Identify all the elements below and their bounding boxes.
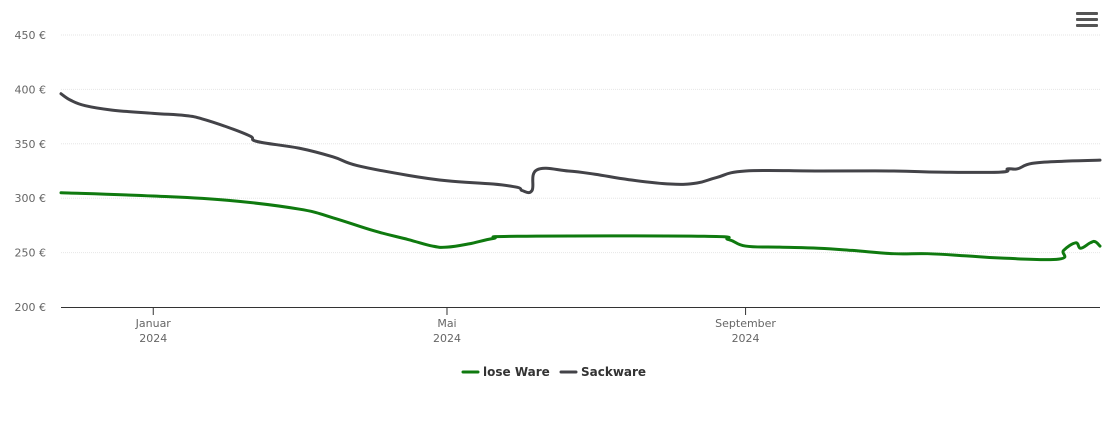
- grid-lines: [61, 34, 1100, 254]
- y-tick-label: 250 €: [15, 247, 47, 260]
- x-tick-label: Mai: [437, 317, 456, 330]
- x-tick-sublabel: 2024: [139, 332, 167, 345]
- legend-item-lose-ware[interactable]: lose Ware: [461, 365, 550, 379]
- x-tick-sublabel: 2024: [732, 332, 760, 345]
- series-line-lose-ware[interactable]: [59, 191, 1102, 262]
- x-tick-sublabel: 2024: [433, 332, 461, 345]
- series-line-sackware[interactable]: [59, 92, 1102, 195]
- series-lines: [59, 92, 1102, 262]
- y-tick-label: 300 €: [15, 192, 47, 205]
- y-axis: 200 € 250 € 300 € 350 € 400 € 450 €: [15, 29, 47, 314]
- legend-label: lose Ware: [483, 365, 550, 379]
- y-tick-label: 200 €: [15, 301, 47, 314]
- legend: lose Ware Sackware: [461, 365, 646, 379]
- y-tick-label: 400 €: [15, 83, 47, 96]
- legend-item-sackware[interactable]: Sackware: [559, 365, 646, 379]
- y-tick-label: 450 €: [15, 29, 47, 42]
- x-axis: Januar 2024 Mai 2024 September 2024: [61, 307, 1100, 345]
- x-tick-label: Januar: [135, 317, 172, 330]
- legend-label: Sackware: [581, 365, 646, 379]
- hamburger-menu-icon[interactable]: [1076, 12, 1098, 32]
- x-tick-label: September: [715, 317, 776, 330]
- y-tick-label: 350 €: [15, 138, 47, 151]
